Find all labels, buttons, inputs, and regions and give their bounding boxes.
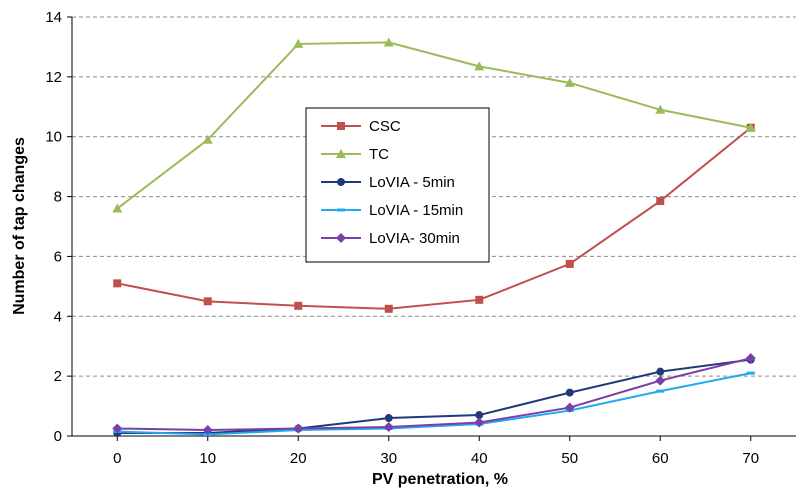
- x-tick-label: 20: [290, 450, 307, 467]
- data-point: [565, 259, 574, 268]
- legend-label: LoVIA- 30min: [369, 230, 460, 247]
- legend-marker: [336, 149, 346, 158]
- x-tick-label: 70: [742, 450, 759, 467]
- series-line: [117, 357, 751, 432]
- legend-box: [305, 107, 490, 263]
- legend-item: LoVIA - 5min: [321, 174, 455, 191]
- data-point: [745, 122, 756, 132]
- legend-label: TC: [369, 146, 389, 163]
- data-point: [202, 134, 213, 144]
- gridlines: [72, 16, 796, 377]
- data-point: [655, 104, 666, 114]
- x-tick-label: 60: [652, 450, 669, 467]
- data-point: [745, 353, 756, 364]
- y-tick-label: 6: [54, 248, 62, 265]
- y-tick-label: 12: [45, 69, 62, 86]
- legend: CSC TC LoVIA - 5min LoVIA - 15min LoVIA- 30m…: [305, 107, 490, 263]
- data-point: [656, 389, 665, 393]
- data-point: [475, 295, 484, 304]
- x-tick-label: 0: [113, 450, 121, 467]
- x-tick-label: 10: [199, 450, 216, 467]
- legend-item: LoVIA - 15min: [321, 202, 463, 219]
- legend-marker: [337, 178, 345, 186]
- y-tick-label: 0: [54, 428, 62, 445]
- data-point: [475, 411, 484, 420]
- data-point: [112, 203, 123, 213]
- legend-item: LoVIA- 30min: [321, 230, 460, 247]
- data-point: [203, 297, 212, 306]
- series-line: [117, 126, 752, 310]
- series-lovia-30min: [112, 353, 756, 436]
- y-tick-label: 2: [54, 368, 62, 385]
- data-point: [746, 371, 755, 375]
- data-point: [655, 375, 666, 386]
- series-group: [112, 37, 756, 438]
- data-point: [293, 423, 304, 434]
- data-point: [656, 367, 665, 376]
- legend-marker: [337, 122, 345, 130]
- y-tick-labels: 0 2 4 6 8 10 12 14: [45, 9, 62, 445]
- data-point: [202, 425, 213, 436]
- x-tick-label: 50: [561, 450, 578, 467]
- data-point: [565, 388, 574, 397]
- y-tick-label: 8: [54, 189, 62, 206]
- y-axis-label: Number of tap changes: [11, 137, 28, 315]
- series-line: [116, 41, 751, 210]
- series-tc: [112, 37, 756, 213]
- legend-label: CSC: [369, 118, 401, 135]
- series-line: [117, 372, 751, 436]
- legend-label: LoVIA - 15min: [369, 202, 463, 219]
- data-point: [383, 422, 394, 433]
- data-point: [384, 304, 393, 313]
- legend-marker: [336, 233, 346, 243]
- data-point: [656, 197, 665, 206]
- x-tick-labels: 0 10 20 30 40 50 60 70: [113, 450, 759, 467]
- x-tick-label: 30: [380, 450, 397, 467]
- data-point: [384, 414, 393, 423]
- data-point: [564, 77, 575, 87]
- legend-label: LoVIA - 5min: [369, 174, 455, 191]
- x-tick-label: 40: [471, 450, 488, 467]
- series-line: [117, 358, 751, 435]
- y-tick-label: 4: [54, 308, 62, 325]
- x-axis-label: PV penetration, %: [372, 471, 508, 488]
- legend-marker: [337, 208, 345, 212]
- data-point: [112, 423, 123, 434]
- legend-item: TC: [321, 146, 389, 163]
- data-point: [474, 417, 485, 428]
- y-tick-label: 10: [45, 129, 62, 146]
- legend-item: CSC: [321, 118, 401, 135]
- data-point: [474, 61, 485, 71]
- y-tick-label: 14: [45, 9, 62, 26]
- data-point: [294, 301, 303, 310]
- data-point: [113, 279, 122, 288]
- data-point: [383, 37, 394, 47]
- data-point: [293, 38, 304, 48]
- data-point: [564, 402, 575, 413]
- axes: [67, 16, 796, 441]
